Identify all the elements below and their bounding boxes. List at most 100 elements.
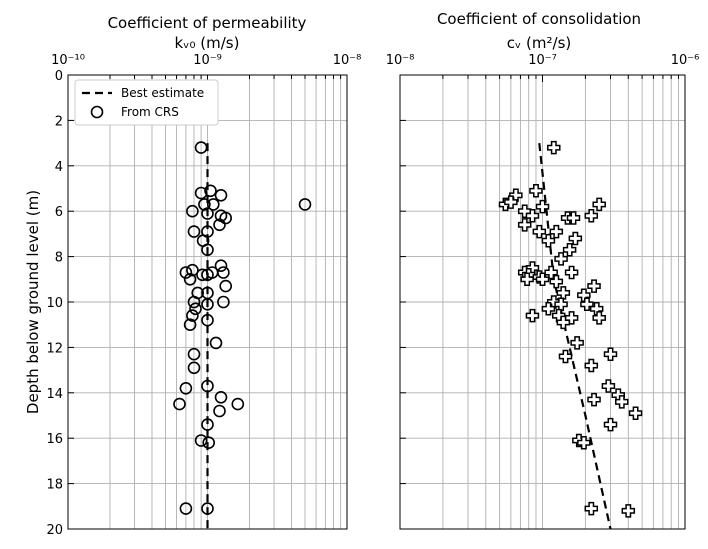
consolidation-x-tick-label: 10⁻⁸ [386,53,415,68]
consolidation-crs-point [517,218,532,232]
consolidation-crs-point [532,224,547,239]
consolidation-crs-point [580,297,594,312]
permeability-crs-point [187,295,201,309]
permeability-crs-point [201,297,214,311]
depth-tick-label: 14 [46,387,63,402]
consolidation-crs-point [577,435,591,450]
depth-tick-label: 10 [46,296,63,311]
permeability-crs-point [213,218,226,232]
permeability-plot-frame [67,74,348,530]
permeability-crs-point [214,189,228,202]
consolidation-crs-point [504,195,518,209]
permeability-crs-point [187,361,201,375]
depth-tick-label: 4 [55,160,63,175]
permeability-crs-point [183,272,197,286]
permeability-crs-point [179,381,193,395]
permeability-crs-point [201,502,214,515]
consolidation-x-tick-label: 10⁻⁷ [528,53,557,68]
permeability-crs-point [204,184,217,198]
consolidation-crs-point [584,208,599,223]
consolidation-crs-point [541,233,556,248]
permeability-crs-point [194,186,208,200]
permeability-crs-point [207,198,220,211]
consolidation-crs-point [556,315,571,330]
consolidation-crs-point [549,274,564,289]
consolidation-crs-point [535,199,550,214]
consolidation-crs-point [525,308,540,323]
legend-crs-label: From CRS [121,105,179,119]
consolidation-crs-point [547,140,561,155]
consolidation-crs-point [509,188,523,203]
consolidation-best-estimate-line [538,142,612,530]
consolidation-crs-point [544,265,558,280]
permeability-crs-point [186,204,199,218]
permeability-x-tick-label: 10⁻¹⁰ [51,53,85,68]
consolidation-crs-point [568,231,583,246]
permeability-crs-point [201,243,214,257]
consolidation-crs-point [587,279,601,293]
permeability-crs-point [201,207,214,220]
permeability-crs-point [217,295,230,309]
permeability-crs-point [179,266,193,279]
consolidation-crs-point [621,504,636,518]
permeability-crs-point [187,347,201,361]
consolidation-marks [498,140,643,530]
consolidation-crs-point [529,184,543,198]
permeability-crs-point [194,141,208,154]
depth-tick-label: 8 [55,251,63,266]
consolidation-crs-point [601,379,616,393]
consolidation-crs-point [525,208,540,223]
permeability-crs-point [298,198,312,211]
consolidation-crs-point [558,349,573,364]
permeability-marks [173,141,312,529]
consolidation-crs-point [592,197,606,212]
consolidation-crs-point [535,272,550,287]
permeability-panel: Coefficient of permeability kᵥ₀ (m/s) 10… [46,14,361,538]
permeability-crs-point [201,313,214,327]
permeability-crs-point [217,266,230,279]
permeability-crs-point [219,279,232,293]
consolidation-crs-point [570,336,584,350]
legend-box [74,79,219,126]
permeability-x-tick-label: 10⁻⁹ [193,53,222,68]
consolidation-crs-point [564,265,579,280]
consolidation-title: Coefficient of consolidation [437,10,641,28]
legend-crs-marker [90,105,104,119]
consolidation-crs-point [603,417,618,432]
depth-tick-label: 2 [55,114,63,129]
permeability-crs-point [201,379,214,393]
depth-tick-label: 12 [46,341,63,356]
permeability-crs-point [219,211,232,225]
depth-tick-labels: 0 2 4 6 8 10 12 14 16 18 20 [46,69,63,538]
consolidation-crs-point [584,358,599,373]
permeability-crs-point [231,397,245,411]
consolidation-plot-frame [399,74,686,530]
permeability-crs-point [194,434,208,447]
permeability-crs-point [179,502,193,515]
consolidation-crs-point [541,302,556,316]
permeability-crs-point [173,397,186,411]
consolidation-crs-point [592,311,606,325]
permeability-crs-point [209,336,223,350]
permeability-crs-point [201,418,214,431]
depth-tick-label: 16 [46,432,63,447]
depth-tick-label: 18 [46,478,63,493]
consolidation-crs-point [549,224,564,239]
permeability-crs-point [213,404,226,418]
y-axis-label: Depth below ground level (m) [24,190,42,414]
legend: Best estimate From CRS [74,79,219,126]
permeability-crs-point [186,263,199,277]
permeability-crs-point [187,225,201,238]
legend-best-estimate-label: Best estimate [121,86,204,100]
consolidation-units-label: cᵥ (m²/s) [507,34,571,52]
consolidation-grid [399,74,685,530]
permeability-units-label: kᵥ₀ (m/s) [175,34,240,52]
consolidation-crs-point [566,211,581,225]
permeability-title: Coefficient of permeability [108,14,307,32]
consolidation-crs-point [584,501,599,516]
consolidation-crs-point [587,392,601,407]
consolidation-panel: Coefficient of consolidation cᵥ (m²/s) 1… [386,10,700,530]
consolidation-crs-point [554,297,568,312]
consolidation-crs-point [556,286,571,300]
consolidation-x-tick-label: 10⁻⁶ [671,53,700,68]
